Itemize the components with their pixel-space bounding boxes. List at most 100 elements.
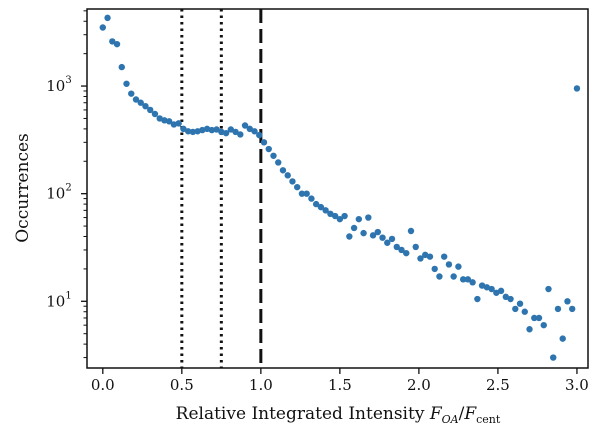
data-point bbox=[569, 305, 576, 313]
data-point bbox=[450, 273, 457, 280]
data-point bbox=[227, 126, 235, 133]
data-point bbox=[189, 128, 197, 136]
data-point bbox=[137, 99, 144, 106]
y-tick-label: 102 bbox=[46, 183, 71, 203]
data-point bbox=[573, 85, 581, 92]
data-point bbox=[407, 227, 415, 235]
data-point bbox=[403, 249, 410, 257]
x-tick-label: 1.5 bbox=[328, 376, 352, 394]
data-point bbox=[109, 38, 116, 45]
data-point bbox=[317, 203, 325, 211]
data-point bbox=[374, 228, 381, 236]
data-point bbox=[559, 335, 566, 342]
x-tick-label: 3.0 bbox=[565, 376, 589, 394]
data-point bbox=[474, 295, 481, 303]
data-point bbox=[550, 354, 557, 361]
x-axis-label-f: F bbox=[429, 404, 443, 424]
data-point bbox=[531, 314, 538, 322]
x-tick-label: 0.0 bbox=[91, 376, 115, 394]
data-point bbox=[535, 314, 543, 322]
data-point bbox=[312, 200, 320, 208]
data-point bbox=[554, 305, 562, 313]
data-point bbox=[222, 129, 230, 137]
x-axis-label-sub-cent: cent bbox=[476, 413, 501, 426]
data-point bbox=[99, 24, 107, 31]
y-tick-label: 101 bbox=[46, 290, 71, 310]
data-point bbox=[275, 159, 282, 166]
data-point bbox=[308, 195, 315, 202]
data-point bbox=[398, 246, 405, 254]
reference-lines bbox=[180, 9, 263, 368]
data-point bbox=[459, 276, 467, 283]
data-point bbox=[284, 172, 291, 179]
data-point bbox=[355, 215, 363, 223]
data-point bbox=[426, 253, 434, 260]
data-point bbox=[526, 326, 533, 333]
data-point bbox=[516, 300, 524, 307]
data-point bbox=[341, 212, 348, 220]
data-point bbox=[431, 265, 438, 273]
x-tick-label: 0.5 bbox=[170, 376, 194, 394]
data-point bbox=[132, 96, 140, 103]
data-point bbox=[445, 261, 453, 268]
data-point bbox=[128, 90, 135, 97]
data-point bbox=[289, 178, 296, 185]
data-point bbox=[350, 224, 358, 232]
data-point bbox=[256, 131, 263, 139]
data-point bbox=[412, 243, 419, 251]
data-point bbox=[464, 276, 472, 283]
data-point bbox=[521, 308, 528, 315]
data-point bbox=[241, 122, 249, 129]
data-point bbox=[208, 126, 216, 134]
x-axis-label-sub-oa: OA bbox=[442, 413, 459, 426]
data-point bbox=[365, 214, 372, 221]
data-point bbox=[388, 235, 396, 243]
data-point bbox=[142, 102, 149, 110]
x-axis-label-slash: / bbox=[459, 404, 465, 424]
data-point bbox=[294, 183, 301, 191]
data-point bbox=[165, 118, 173, 125]
x-tick-label: 2.0 bbox=[407, 376, 431, 394]
data-point bbox=[265, 145, 272, 153]
data-point bbox=[251, 128, 258, 135]
data-point bbox=[303, 190, 310, 197]
data-point bbox=[346, 233, 353, 240]
data-point bbox=[151, 110, 159, 118]
data-point bbox=[279, 167, 287, 174]
data-point bbox=[260, 139, 268, 146]
data-point bbox=[455, 263, 462, 270]
data-point bbox=[298, 190, 306, 197]
data-point bbox=[270, 152, 277, 159]
data-point bbox=[469, 279, 476, 286]
data-point bbox=[113, 40, 121, 48]
y-tick-label: 103 bbox=[46, 75, 71, 95]
axis-ticks: 0.0 0.5 1.0 1.5 2.0 2.5 3.0 101 102 103 bbox=[46, 10, 589, 394]
data-point bbox=[237, 131, 244, 138]
data-point bbox=[540, 321, 547, 329]
data-point bbox=[184, 128, 192, 135]
data-point bbox=[369, 232, 377, 239]
data-point bbox=[440, 253, 448, 260]
data-point bbox=[384, 239, 391, 246]
data-point bbox=[379, 234, 386, 241]
data-point bbox=[147, 106, 154, 114]
data-point bbox=[507, 295, 514, 303]
x-tick-label: 2.5 bbox=[486, 376, 510, 394]
data-point bbox=[564, 298, 571, 305]
x-axis-label-text: Relative Integrated Intensity bbox=[176, 404, 430, 424]
y-axis-label: Occurrences bbox=[13, 133, 33, 243]
data-point bbox=[417, 255, 424, 262]
data-point bbox=[123, 80, 130, 87]
data-point bbox=[512, 305, 519, 313]
data-point bbox=[175, 120, 182, 127]
plot-frame bbox=[86, 8, 589, 369]
x-tick-label: 1.0 bbox=[249, 376, 273, 394]
data-point bbox=[331, 212, 339, 220]
data-point bbox=[336, 215, 344, 223]
data-point bbox=[545, 285, 552, 293]
x-axis-label: Relative Integrated Intensity FOA/Fcent bbox=[176, 404, 501, 426]
data-point bbox=[436, 273, 443, 280]
data-point bbox=[246, 125, 253, 133]
data-point bbox=[118, 63, 125, 71]
